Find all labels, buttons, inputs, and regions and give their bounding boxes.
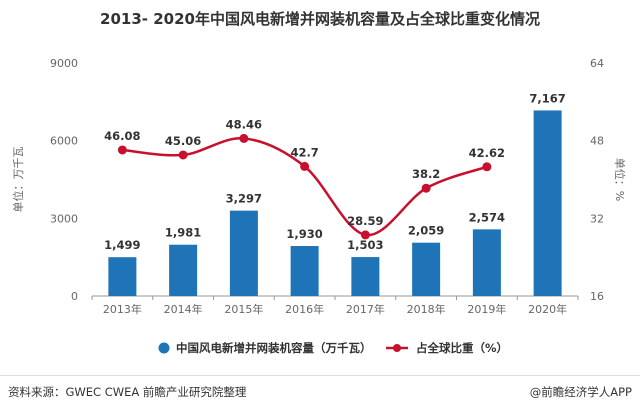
x-tick-label: 2017年 (346, 302, 385, 316)
line-value-label: 48.46 (226, 117, 262, 131)
bar (533, 110, 562, 296)
line-point (239, 133, 249, 143)
bar (229, 210, 258, 296)
x-tick-label: 2014年 (164, 302, 203, 316)
legend-bar-swatch (158, 342, 170, 354)
legend-bar-label: 中国风电新增并网装机容量（万千瓦） (176, 341, 372, 355)
y2-tick-label: 32 (590, 212, 604, 225)
y2-tick-label: 64 (590, 57, 604, 70)
bar (412, 242, 441, 296)
line-point (300, 161, 310, 171)
chart-title: 2013- 2020年中国风电新增并网装机容量及占全球比重变化情况 (100, 10, 540, 28)
bar-value-label: 2,059 (408, 224, 444, 238)
legend-line-label: 占全球比重（%） (416, 341, 508, 355)
x-tick-label: 2016年 (285, 302, 324, 316)
y-tick-label: 0 (71, 290, 78, 303)
bar (351, 257, 380, 296)
bar (290, 246, 319, 296)
bar-value-label: 3,297 (226, 192, 262, 206)
line-point (421, 183, 431, 193)
line-point (117, 145, 127, 155)
bar (472, 229, 501, 296)
bar-value-label: 7,167 (529, 91, 565, 105)
bar-value-label: 2,574 (469, 210, 505, 224)
bar-value-label: 1,503 (347, 238, 383, 252)
bar-value-label: 1,981 (165, 226, 201, 240)
y-tick-label: 9000 (50, 57, 78, 70)
x-tick-label: 2013年 (103, 302, 142, 316)
x-tick-label: 2020年 (528, 302, 567, 316)
bar-value-label: 1,499 (104, 238, 140, 252)
x-tick-label: 2015年 (224, 302, 263, 316)
y2-axis-title: 单位：% (613, 158, 627, 201)
x-tick-label: 2018年 (407, 302, 446, 316)
y-axis-title: 单位：万千瓦 (11, 147, 25, 213)
source-note: 资料来源：GWEC CWEA 前瞻产业研究院整理 (8, 385, 247, 399)
y2-tick-label: 48 (590, 135, 604, 148)
line-point (178, 150, 188, 160)
y-tick-label: 6000 (50, 135, 78, 148)
line-value-label: 46.08 (104, 129, 140, 143)
line-value-label: 45.06 (165, 134, 201, 148)
line-value-label: 42.62 (469, 146, 505, 160)
line-value-label: 38.2 (412, 167, 440, 181)
line-point (360, 230, 370, 240)
y2-tick-label: 16 (590, 290, 604, 303)
y-tick-label: 3000 (50, 212, 78, 225)
bar (108, 257, 137, 296)
line-point (482, 162, 492, 172)
x-tick-label: 2019年 (467, 302, 506, 316)
bar (169, 244, 198, 296)
bar-value-label: 1,930 (286, 227, 322, 241)
line-value-label: 28.59 (347, 214, 383, 228)
brand-watermark: @前瞻经济学人APP (529, 385, 632, 399)
line-value-label: 42.7 (290, 145, 318, 159)
legend-line-marker (393, 344, 401, 352)
footer-divider (0, 375, 640, 376)
